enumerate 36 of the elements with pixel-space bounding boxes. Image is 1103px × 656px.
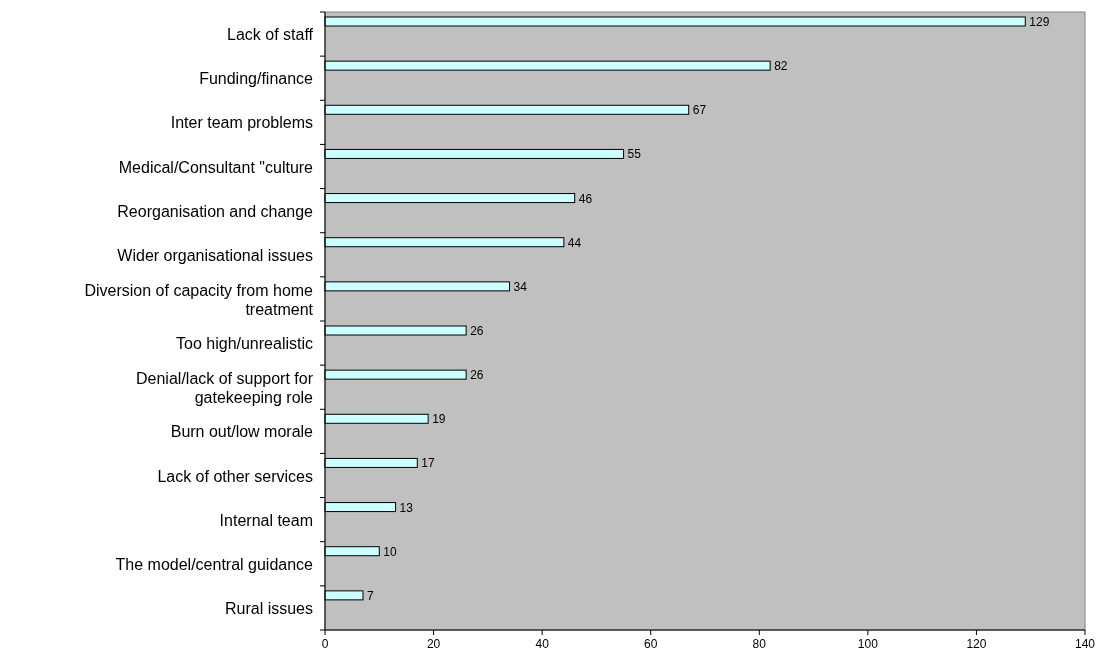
y-tick-label: Reorganisation and change	[117, 202, 314, 220]
data-label: 55	[627, 147, 642, 162]
x-tick-label: 20	[426, 637, 441, 651]
data-label: 46	[578, 191, 593, 206]
y-tick-label: Medical/Consultant "culture	[118, 158, 314, 176]
x-tick-label: 40	[535, 637, 550, 651]
y-tick-label: Internal team	[219, 511, 313, 529]
data-label: 26	[470, 324, 484, 338]
data-label: 26	[470, 368, 484, 383]
x-tick-label: 0	[321, 637, 329, 651]
x-tick-label: 140	[1074, 637, 1096, 651]
data-label: 44	[567, 235, 582, 250]
x-tick-label: 60	[644, 637, 658, 651]
y-tick-label: Burn out/low morale	[170, 423, 314, 441]
y-tick-label: Diversion of capacity from home treatment	[84, 281, 314, 318]
data-label: 7	[367, 588, 374, 603]
y-tick-label: Funding/finance	[199, 70, 314, 88]
data-label: 19	[432, 412, 446, 427]
data-label: 82	[774, 59, 788, 74]
y-tick-label: Too high/unrealistic	[176, 335, 313, 353]
x-tick-label: 80	[752, 637, 767, 651]
data-label: 10	[383, 544, 397, 559]
data-label: 17	[421, 456, 435, 471]
y-tick-label: Rural issues	[224, 599, 313, 617]
x-tick-label: 120	[966, 637, 987, 651]
data-label: 67	[692, 103, 707, 118]
y-tick-label: Lack of other services	[157, 467, 313, 485]
y-tick-label: Lack of staff	[227, 26, 314, 44]
data-label: 34	[513, 279, 528, 294]
y-tick-label: The model/central guidance	[115, 555, 314, 573]
data-label: 13	[399, 500, 414, 515]
y-tick-label: Wider organisational issues	[117, 246, 313, 264]
x-tick-label: 100	[857, 637, 879, 651]
y-tick-label: Inter team problems	[170, 114, 313, 132]
y-tick-label: Denial/lack of support for gatekeeping role	[136, 370, 314, 407]
data-label: 129	[1029, 15, 1050, 29]
